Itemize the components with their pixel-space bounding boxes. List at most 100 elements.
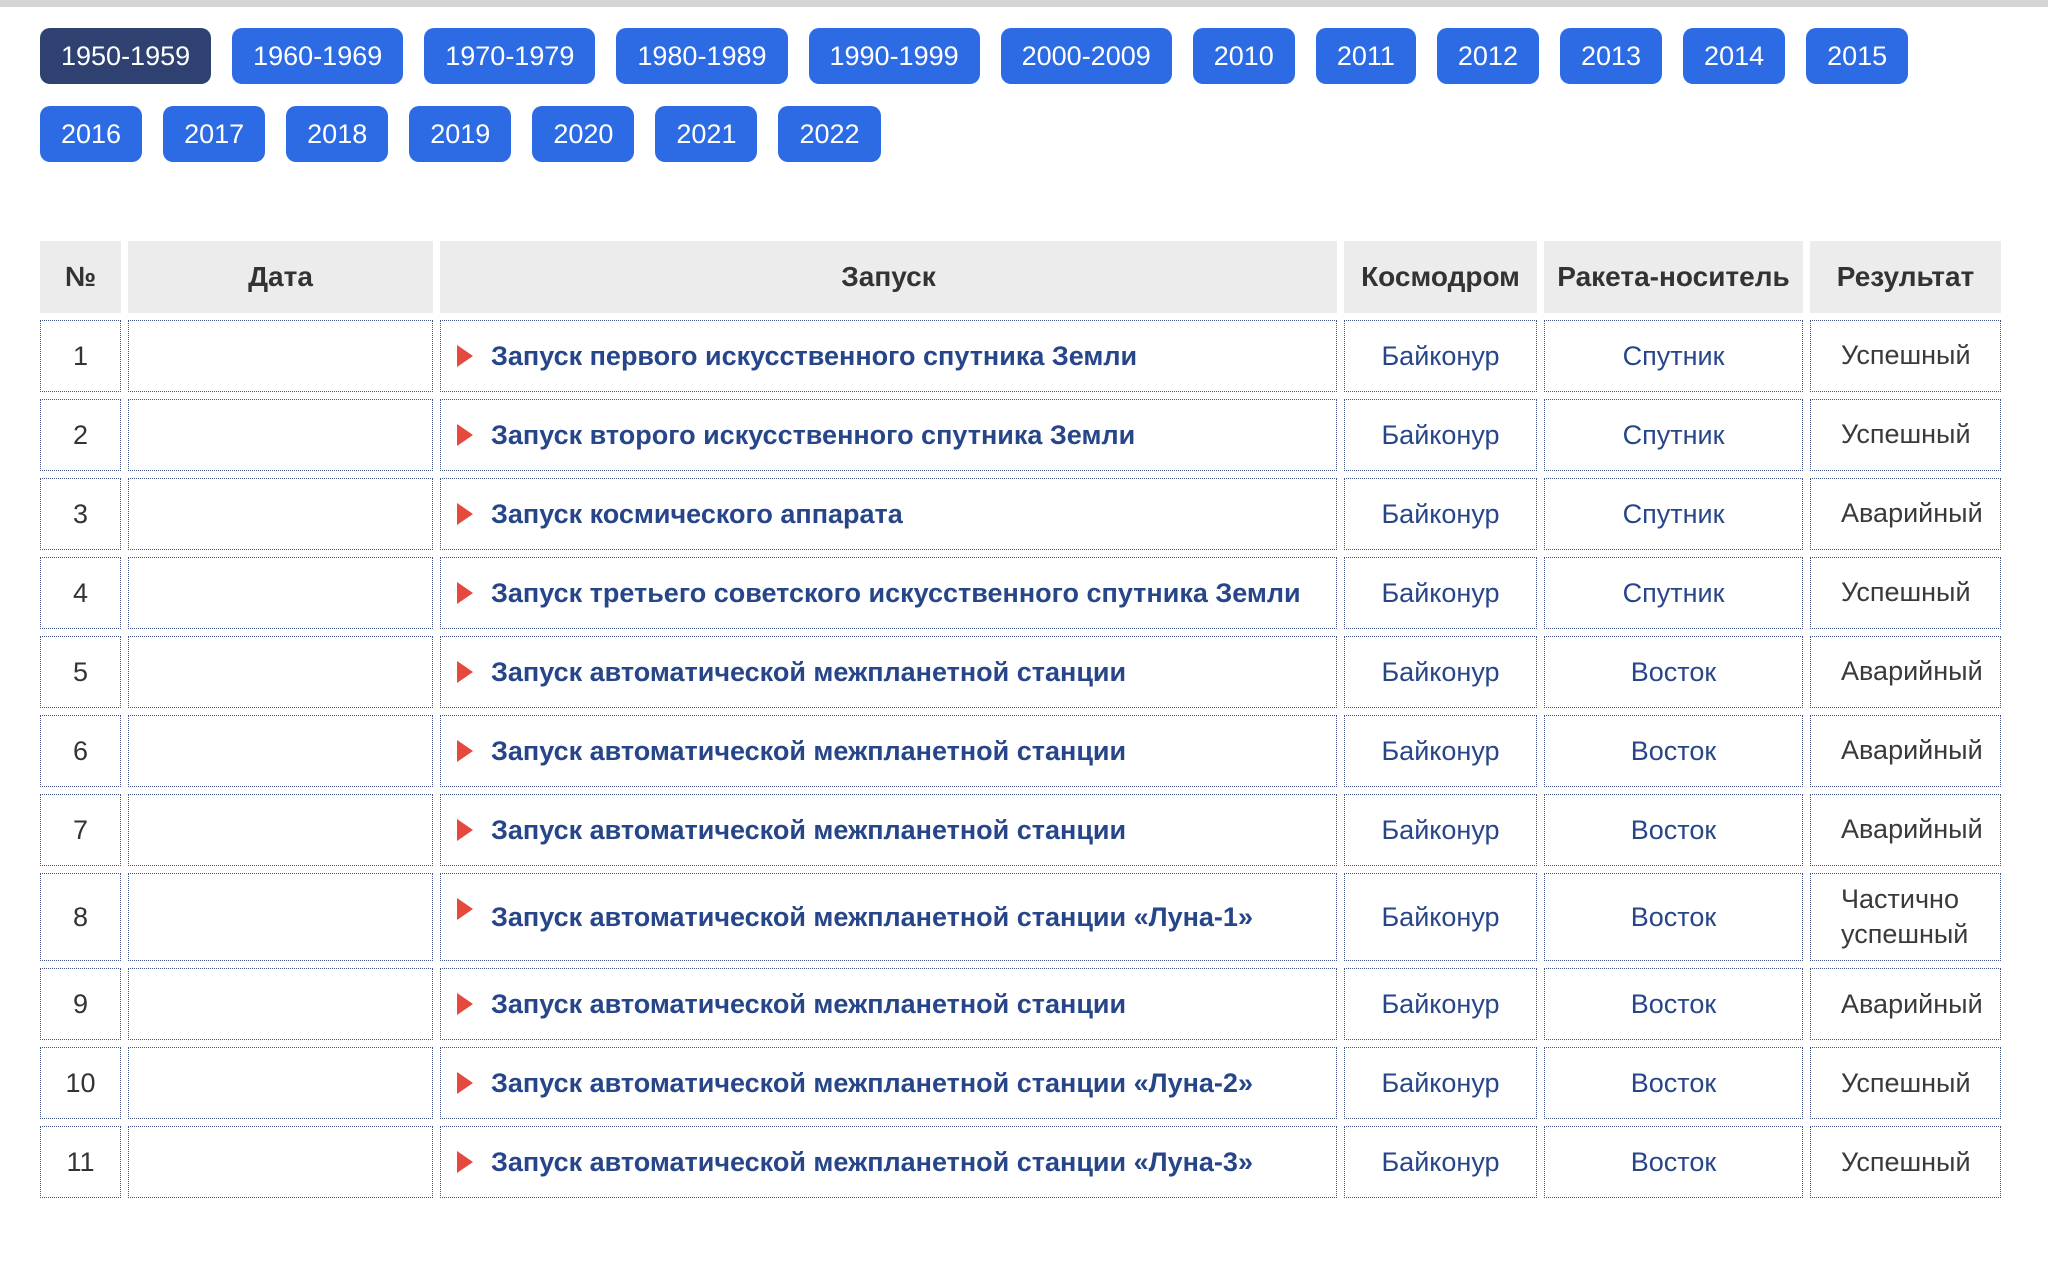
launch-cell[interactable]: Запуск третьего советского искусственног… bbox=[440, 557, 1337, 629]
launch-arrow-icon bbox=[457, 898, 473, 920]
year-filter-button-1980-1989[interactable]: 1980-1989 bbox=[616, 28, 788, 84]
launch-cell[interactable]: Запуск космического аппарата bbox=[440, 478, 1337, 550]
year-filter-button-1960-1969[interactable]: 1960-1969 bbox=[232, 28, 404, 84]
launch-arrow-icon bbox=[457, 661, 473, 683]
rocket-cell[interactable]: Восток bbox=[1544, 636, 1803, 708]
year-filter-button-2000-2009[interactable]: 2000-2009 bbox=[1000, 28, 1172, 84]
result-cell: Аварийный bbox=[1810, 968, 2001, 1041]
rocket-cell[interactable]: Спутник bbox=[1544, 478, 1803, 550]
launch-link[interactable]: Запуск первого искусственного спутника З… bbox=[491, 340, 1138, 371]
rocket-cell[interactable]: Восток bbox=[1544, 715, 1803, 787]
date-cell: 23.09.1958 10:40:23 bbox=[128, 636, 433, 708]
launch-cell[interactable]: Запуск автоматической межпланетной станц… bbox=[440, 873, 1337, 962]
year-filter-button-2020[interactable]: 2020 bbox=[532, 106, 635, 162]
year-filter-button-1990-1999[interactable]: 1990-1999 bbox=[808, 28, 980, 84]
cosmodrome-cell[interactable]: Байконур bbox=[1344, 1047, 1537, 1120]
launches-table: № Дата Запуск Космодром Ракета-носитель … bbox=[33, 234, 2008, 1205]
date-cell: 03.11.1957 05:30:42 bbox=[128, 399, 433, 471]
cosmodrome-cell[interactable]: Байконур bbox=[1344, 478, 1537, 550]
row-number-cell: 6 bbox=[40, 715, 121, 787]
year-filter-button-2014[interactable]: 2014 bbox=[1683, 28, 1786, 84]
year-filter-button-2013[interactable]: 2013 bbox=[1559, 28, 1663, 84]
rocket-cell[interactable]: Спутник bbox=[1544, 399, 1803, 471]
cosmodrome-cell[interactable]: Байконур bbox=[1344, 636, 1537, 708]
launch-arrow-icon bbox=[457, 345, 473, 367]
launch-cell[interactable]: Запуск автоматической межпланетной станц… bbox=[440, 794, 1337, 866]
rocket-cell[interactable]: Спутник bbox=[1544, 320, 1803, 392]
result-cell: Успешный bbox=[1810, 1047, 2001, 1120]
table-row: 11 04.10.1959 03:43:40 Запуск автоматиче… bbox=[40, 1126, 2001, 1199]
launch-arrow-icon bbox=[457, 424, 473, 446]
header-num: № bbox=[40, 241, 121, 313]
rocket-cell[interactable]: Спутник bbox=[1544, 557, 1803, 629]
cosmodrome-cell[interactable]: Байконур bbox=[1344, 873, 1537, 962]
result-cell: Успешный bbox=[1810, 1126, 2001, 1199]
rocket-cell[interactable]: Восток bbox=[1544, 968, 1803, 1041]
cosmodrome-cell[interactable]: Байконур bbox=[1344, 557, 1537, 629]
launch-link[interactable]: Запуск автоматической межпланетной станц… bbox=[491, 814, 1127, 845]
launch-arrow-icon bbox=[457, 819, 473, 841]
year-filter-button-2022[interactable]: 2022 bbox=[778, 106, 881, 162]
year-filter-button-2021[interactable]: 2021 bbox=[655, 106, 758, 162]
launch-cell[interactable]: Запуск автоматической межпланетной станц… bbox=[440, 636, 1337, 708]
date-cell: 12.09.1959 09:39:42 bbox=[128, 1047, 433, 1120]
year-filter-button-2019[interactable]: 2019 bbox=[409, 106, 512, 162]
table-header: № Дата Запуск Космодром Ракета-носитель … bbox=[40, 241, 2001, 313]
cosmodrome-cell[interactable]: Байконур bbox=[1344, 399, 1537, 471]
rocket-cell[interactable]: Восток bbox=[1544, 873, 1803, 962]
year-filter-button-2012[interactable]: 2012 bbox=[1436, 28, 1539, 84]
year-filter-button-2018[interactable]: 2018 bbox=[286, 106, 389, 162]
year-filter-button-2017[interactable]: 2017 bbox=[163, 106, 266, 162]
launch-link[interactable]: Запуск автоматической межпланетной станц… bbox=[491, 656, 1127, 687]
cosmodrome-cell[interactable]: Байконур bbox=[1344, 794, 1537, 866]
launch-cell[interactable]: Запуск автоматической межпланетной станц… bbox=[440, 1126, 1337, 1199]
table-row: 7 04.12.1958 21:18:45 Запуск автоматичес… bbox=[40, 794, 2001, 866]
year-filter-button-1950-1959[interactable]: 1950-1959 bbox=[40, 28, 212, 84]
row-number-cell: 10 bbox=[40, 1047, 121, 1120]
rocket-cell[interactable]: Восток bbox=[1544, 794, 1803, 866]
launch-link[interactable]: Запуск второго искусственного спутника З… bbox=[491, 419, 1136, 450]
launch-link[interactable]: Запуск третьего советского искусственног… bbox=[491, 577, 1301, 608]
table-row: 1 04.10.1957 22:28:34 Запуск первого иск… bbox=[40, 320, 2001, 392]
launch-link[interactable]: Запуск автоматической межпланетной станц… bbox=[491, 1067, 1253, 1098]
launch-link[interactable]: Запуск автоматической межпланетной станц… bbox=[491, 1146, 1253, 1177]
table-row: 3 27.04.1958 12:01:00 Запуск космическог… bbox=[40, 478, 2001, 550]
table-row: 5 23.09.1958 10:40:23 Запуск автоматичес… bbox=[40, 636, 2001, 708]
launch-cell[interactable]: Запуск автоматической межпланетной станц… bbox=[440, 1047, 1337, 1120]
launch-cell[interactable]: Запуск первого искусственного спутника З… bbox=[440, 320, 1337, 392]
year-filter-bar: 1950-1959 1960-1969 1970-1979 1980-1989 1990… bbox=[40, 28, 2008, 162]
year-filter-button-1970-1979[interactable]: 1970-1979 bbox=[424, 28, 596, 84]
result-cell: Аварийный bbox=[1810, 794, 2001, 866]
date-cell: 04.12.1958 21:18:45 bbox=[128, 794, 433, 866]
date-cell: 15.05.1958 10:00:36 bbox=[128, 557, 433, 629]
launch-link[interactable]: Запуск космического аппарата bbox=[491, 498, 903, 529]
date-cell: 04.10.1957 22:28:34 bbox=[128, 320, 433, 392]
header-launch: Запуск bbox=[440, 241, 1337, 313]
launch-link[interactable]: Запуск автоматической межпланетной станц… bbox=[491, 901, 1253, 932]
table-body: 1 04.10.1957 22:28:34 Запуск первого иск… bbox=[40, 320, 2001, 1199]
cosmodrome-cell[interactable]: Байконур bbox=[1344, 715, 1537, 787]
row-number-cell: 7 bbox=[40, 794, 121, 866]
launch-arrow-icon bbox=[457, 503, 473, 525]
launch-cell[interactable]: Запуск автоматической межпланетной станц… bbox=[440, 715, 1337, 787]
cosmodrome-cell[interactable]: Байконур bbox=[1344, 1126, 1537, 1199]
year-filter-button-2016[interactable]: 2016 bbox=[40, 106, 143, 162]
result-cell: Успешный bbox=[1810, 557, 2001, 629]
year-filter-button-2015[interactable]: 2015 bbox=[1806, 28, 1909, 84]
year-filter-button-2010[interactable]: 2010 bbox=[1192, 28, 1295, 84]
year-filter-button-2011[interactable]: 2011 bbox=[1315, 28, 1416, 84]
cosmodrome-cell[interactable]: Байконур bbox=[1344, 968, 1537, 1041]
row-number-cell: 9 bbox=[40, 968, 121, 1041]
date-cell: 18.06.1959 11:08:00 bbox=[128, 968, 433, 1041]
header-result: Результат bbox=[1810, 241, 2001, 313]
rocket-cell[interactable]: Восток bbox=[1544, 1047, 1803, 1120]
launch-cell[interactable]: Запуск автоматической межпланетной станц… bbox=[440, 968, 1337, 1041]
launch-cell[interactable]: Запуск второго искусственного спутника З… bbox=[440, 399, 1337, 471]
launch-link[interactable]: Запуск автоматической межпланетной станц… bbox=[491, 735, 1127, 766]
rocket-cell[interactable]: Восток bbox=[1544, 1126, 1803, 1199]
launch-link[interactable]: Запуск автоматической межпланетной станц… bbox=[491, 988, 1127, 1019]
top-divider bbox=[0, 0, 2048, 7]
launch-arrow-icon bbox=[457, 993, 473, 1016]
cosmodrome-cell[interactable]: Байконур bbox=[1344, 320, 1537, 392]
row-number-cell: 3 bbox=[40, 478, 121, 550]
